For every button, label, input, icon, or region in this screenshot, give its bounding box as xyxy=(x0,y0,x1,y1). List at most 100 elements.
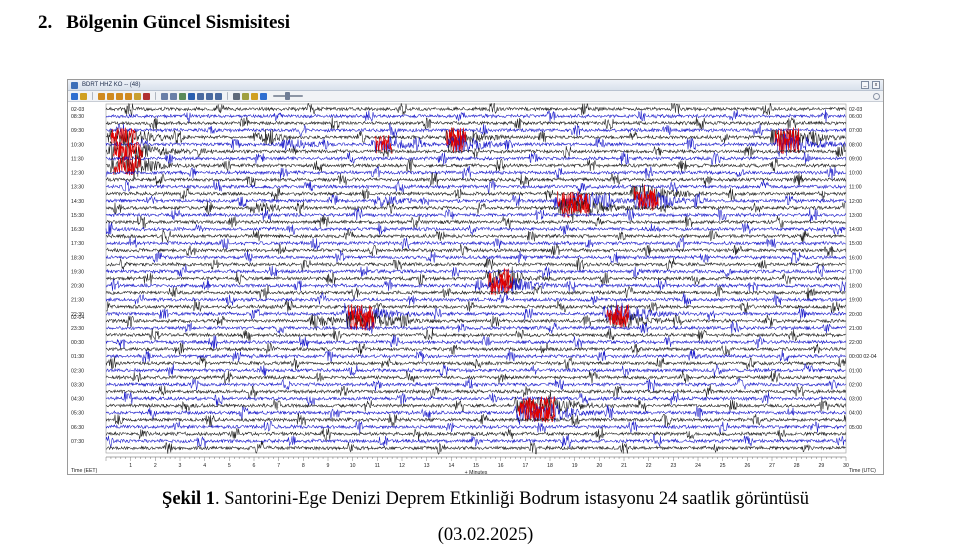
trace-line xyxy=(105,299,847,314)
x-tick-label: 23 xyxy=(670,463,676,469)
helicorder-view-icon[interactable] xyxy=(188,92,195,100)
left-time-label: 19:30 xyxy=(71,269,84,275)
stop-icon[interactable] xyxy=(143,92,150,100)
figure-caption: Şekil 1. Santorini-Ege Denizi Deprem Etk… xyxy=(0,489,971,510)
right-time-label: 11:00 xyxy=(849,185,862,191)
right-time-label: 13:00 xyxy=(849,213,862,219)
caption-label: Şekil 1 xyxy=(162,489,215,509)
x-tick-label: 8 xyxy=(302,463,305,469)
right-time-label: 12:00 xyxy=(849,199,862,205)
spectrogram-icon[interactable] xyxy=(206,92,213,100)
left-time-label: 08:30 xyxy=(71,114,84,120)
trace-line xyxy=(105,264,847,279)
left-time-label: 04:30 xyxy=(71,397,84,403)
previous-page-icon[interactable] xyxy=(107,92,114,100)
left-date-label: 02-04 xyxy=(71,315,84,321)
left-time-label: 22:30 xyxy=(71,312,84,318)
gain-slider[interactable] xyxy=(273,92,303,100)
event-clipped-trace xyxy=(561,198,590,219)
waveform-view-icon[interactable] xyxy=(197,92,204,100)
trace-line xyxy=(105,275,847,295)
left-time-label: 20:30 xyxy=(71,284,84,290)
x-tick-label: 10 xyxy=(350,463,356,469)
event-clipped-trace xyxy=(450,134,467,153)
section-number: 2. xyxy=(38,12,53,33)
x-tick-label: 7 xyxy=(277,463,280,469)
export-icon[interactable] xyxy=(251,92,258,100)
folder-icon[interactable] xyxy=(80,92,87,100)
trace-line xyxy=(105,440,846,455)
right-date-label: 00:00 02-04 xyxy=(849,354,877,360)
calendar-icon[interactable] xyxy=(134,92,141,100)
trace-line xyxy=(105,363,846,378)
event-clipped-trace xyxy=(490,275,514,296)
last-page-icon[interactable] xyxy=(125,92,132,100)
left-time-label: 18:30 xyxy=(71,255,84,261)
helicorder-figure: BDRT HHZ KO -- (48) _ x 08:30 09:30 10:30 1… xyxy=(67,79,884,475)
window-title: BDRT HHZ KO -- (48) xyxy=(82,82,141,88)
left-time-label: 10:30 xyxy=(71,142,84,148)
left-time-label: 13:30 xyxy=(71,185,84,191)
trace-line xyxy=(105,403,847,425)
left-time-label: 05:30 xyxy=(71,411,84,417)
x-tick-label: 20 xyxy=(596,463,602,469)
toolbar xyxy=(68,91,883,102)
left-time-label: 01:30 xyxy=(71,354,84,360)
first-page-icon[interactable] xyxy=(98,92,105,100)
options-circle-icon[interactable] xyxy=(873,92,880,100)
trace-line xyxy=(105,391,847,406)
right-time-label: 19:00 xyxy=(849,298,862,304)
right-time-label: 22:00 xyxy=(849,340,862,346)
trace-line xyxy=(105,236,846,251)
minimize-button[interactable]: _ xyxy=(861,81,869,89)
trace-line xyxy=(105,165,847,180)
right-time-label: 14:00 xyxy=(849,227,862,233)
settings-icon[interactable] xyxy=(260,92,267,100)
x-tick-label: 2 xyxy=(154,463,157,469)
print-icon[interactable] xyxy=(233,92,240,100)
left-time-label: 17:30 xyxy=(71,241,84,247)
trace-line xyxy=(105,103,847,116)
x-tick-label: 19 xyxy=(572,463,578,469)
event-clipped-trace xyxy=(638,191,659,211)
x-tick-label: 24 xyxy=(695,463,701,469)
right-time-label: 05:00 xyxy=(849,425,862,431)
event-clipped-trace xyxy=(113,154,141,176)
event-clipped-trace xyxy=(517,396,556,417)
trace-line xyxy=(105,222,846,236)
close-button[interactable]: x xyxy=(872,81,880,89)
event-clipped-trace xyxy=(520,402,556,423)
caption-text: . Santorini-Ege Denizi Deprem Etkinliği … xyxy=(214,489,809,509)
trace-line xyxy=(105,243,847,257)
fit-icon[interactable] xyxy=(179,92,186,100)
left-time-label: 02:30 xyxy=(71,368,84,374)
x-tick-label: 17 xyxy=(522,463,528,469)
trace-line xyxy=(105,179,847,195)
trace-line xyxy=(105,140,847,162)
x-tick-label: 11 xyxy=(375,463,380,469)
trace-line xyxy=(105,155,847,180)
x-tick-label: 1 xyxy=(129,463,132,469)
right-time-label: 08:00 xyxy=(849,142,862,148)
trace-line xyxy=(105,207,847,222)
zoom-in-icon[interactable] xyxy=(161,92,168,100)
right-time-label: 02:00 xyxy=(849,382,862,388)
left-time-label: 16:30 xyxy=(71,227,84,233)
trace-line xyxy=(105,420,847,435)
x-tick-label: 13 xyxy=(424,463,430,469)
zoom-out-icon[interactable] xyxy=(170,92,177,100)
refresh-icon[interactable] xyxy=(71,92,78,100)
pencil-icon[interactable] xyxy=(242,92,249,100)
event-clipped-trace xyxy=(608,311,630,329)
left-time-label: 03:30 xyxy=(71,382,84,388)
filter-icon[interactable] xyxy=(215,92,222,100)
left-time-label: 07:30 xyxy=(71,439,84,445)
x-tick-label: 12 xyxy=(399,463,405,469)
event-clipped-trace xyxy=(110,127,136,147)
x-tick-label: 3 xyxy=(179,463,182,469)
next-page-icon[interactable] xyxy=(116,92,123,100)
right-time-label: 20:00 xyxy=(849,312,862,318)
right-axis-label: Time (UTC) xyxy=(849,468,876,474)
section-title: Bölgenin Güncel Sismisitesi xyxy=(66,12,291,33)
x-tick-label: 14 xyxy=(448,463,454,469)
